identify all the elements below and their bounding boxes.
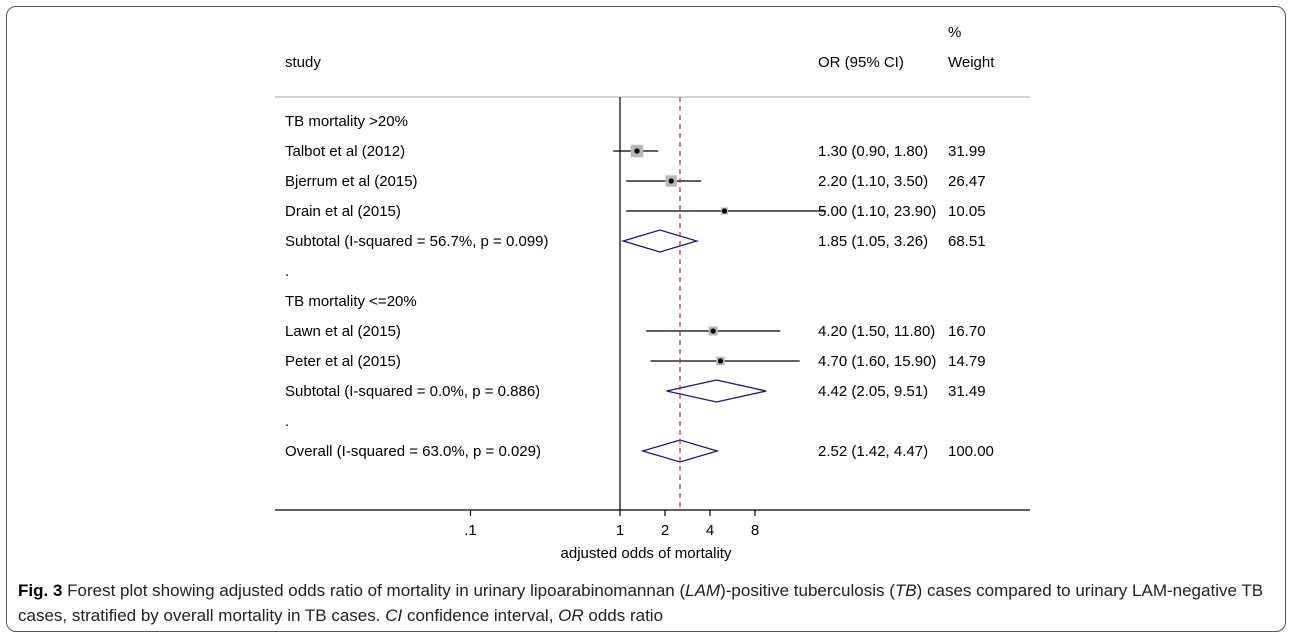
caption-abbr-or: OR [558,606,584,625]
pooled-diamond [620,229,699,253]
row-label-study: Peter et al (2015) [285,353,401,370]
caption-text-5: odds ratio [583,606,664,625]
weight-value: 26.47 [948,173,986,190]
point-estimate [634,148,640,154]
point-estimate [721,208,728,214]
or-ci-value: 2.20 (1.10, 3.50) [818,173,928,190]
row-label-study: Drain et al (2015) [285,203,401,220]
or-ci-value: 4.42 (2.05, 9.51) [818,383,928,400]
weight-value: 31.49 [948,383,986,400]
row-label-study: Bjerrum et al (2015) [285,173,418,190]
or-ci-header: OR (95% CI) [818,54,904,71]
or-ci-value: 1.30 (0.90, 1.80) [818,143,928,160]
caption-abbr-lam: LAM [685,581,721,600]
row-label-spacer: . [285,263,289,280]
figure-caption: Fig. 3 Forest plot showing adjusted odds… [18,578,1273,628]
caption-text-3: ) cases compared to urinary LAM-negative… [18,581,1264,625]
point-estimate [710,328,716,334]
point-estimate [668,178,674,184]
or-ci-value: 2.52 (1.42, 4.47) [818,443,928,460]
weight-value: 31.99 [948,143,986,160]
caption-abbr-tb: TB [894,581,917,600]
row-label-group: TB mortality >20% [285,113,408,130]
row-label-subtotal: Subtotal (I-squared = 56.7%, p = 0.099) [285,233,549,250]
or-ci-value: 5.00 (1.10, 23.90) [818,203,936,220]
x-tick-label: 8 [751,522,759,539]
pooled-diamond [640,439,720,463]
row-label-subtotal: Overall (I-squared = 63.0%, p = 0.029) [285,443,541,460]
study-header: study [285,54,321,71]
pooled-diamond [666,379,767,403]
x-tick-label: 4 [706,522,714,539]
caption-text-1: Forest plot showing adjusted odds ratio … [62,581,686,600]
weight-header-top: % [948,24,961,41]
row-label-subtotal: Subtotal (I-squared = 0.0%, p = 0.886) [285,383,540,400]
x-axis-label: adjusted odds of mortality [561,545,732,562]
weight-value: 10.05 [948,203,986,220]
x-axis-ticks: .1 1 2 4 8 [464,510,759,539]
weight-value: 100.00 [948,443,994,460]
row-label-study: Lawn et al (2015) [285,323,401,340]
x-tick-label: 2 [661,522,669,539]
caption-text-2: )-positive tuberculosis ( [720,581,895,600]
row-label-study: Talbot et al (2012) [285,143,405,160]
weight-header: Weight [948,54,995,71]
weight-value: 16.70 [948,323,986,340]
point-estimate [717,358,724,364]
weight-value: 68.51 [948,233,986,250]
row-label-group: TB mortality <=20% [285,293,417,310]
or-ci-value: 1.85 (1.05, 3.26) [818,233,928,250]
forest-plot: % study OR (95% CI) Weight TB mortality … [275,24,1030,562]
figure-frame [6,6,1286,632]
caption-text-4: confidence interval, [402,606,559,625]
caption-abbr-ci: CI [385,606,403,625]
x-tick-label: 1 [616,522,624,539]
x-tick-label: .1 [464,522,477,539]
or-ci-value: 4.20 (1.50, 11.80) [818,323,935,340]
row-label-spacer: . [285,413,289,430]
figure-number: Fig. 3 [18,581,63,600]
or-ci-value: 4.70 (1.60, 15.90) [818,353,936,370]
forest-rows: TB mortality >20% Talbot et al (2012) 1.30… [285,113,994,463]
weight-value: 14.79 [948,353,986,370]
